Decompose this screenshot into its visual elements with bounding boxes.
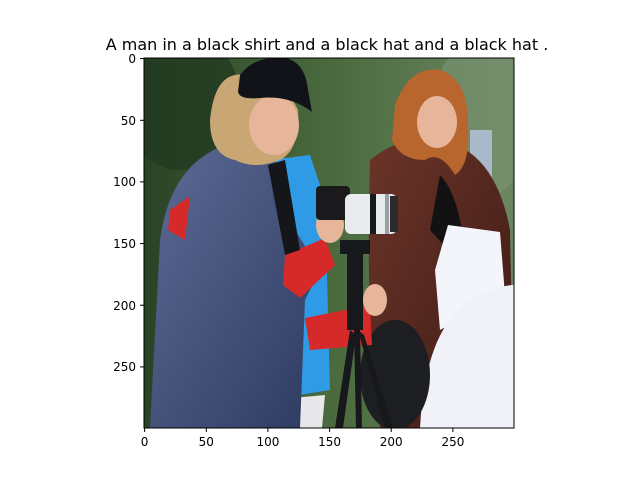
- y-tick-label: 250: [113, 360, 136, 374]
- figure-title: A man in a black shirt and a black hat a…: [106, 35, 549, 54]
- y-tick-label: 50: [121, 114, 136, 128]
- x-tick-label: 0: [141, 435, 149, 449]
- axes-frame: [143, 57, 515, 429]
- x-tick-label: 150: [318, 435, 341, 449]
- x-tick-label: 250: [441, 435, 464, 449]
- y-tick-label: 200: [113, 299, 136, 313]
- y-tick-label: 150: [113, 237, 136, 251]
- y-tick-label: 100: [113, 175, 136, 189]
- y-tick-label: 0: [128, 52, 136, 66]
- x-tick-label: 50: [199, 435, 214, 449]
- x-tick-label: 200: [380, 435, 403, 449]
- y-axis: 0 50 100 150 200 250: [113, 52, 144, 374]
- photo-image: [144, 58, 514, 428]
- x-axis: 0 50 100 150 200 250: [141, 428, 464, 449]
- x-tick-label: 100: [256, 435, 279, 449]
